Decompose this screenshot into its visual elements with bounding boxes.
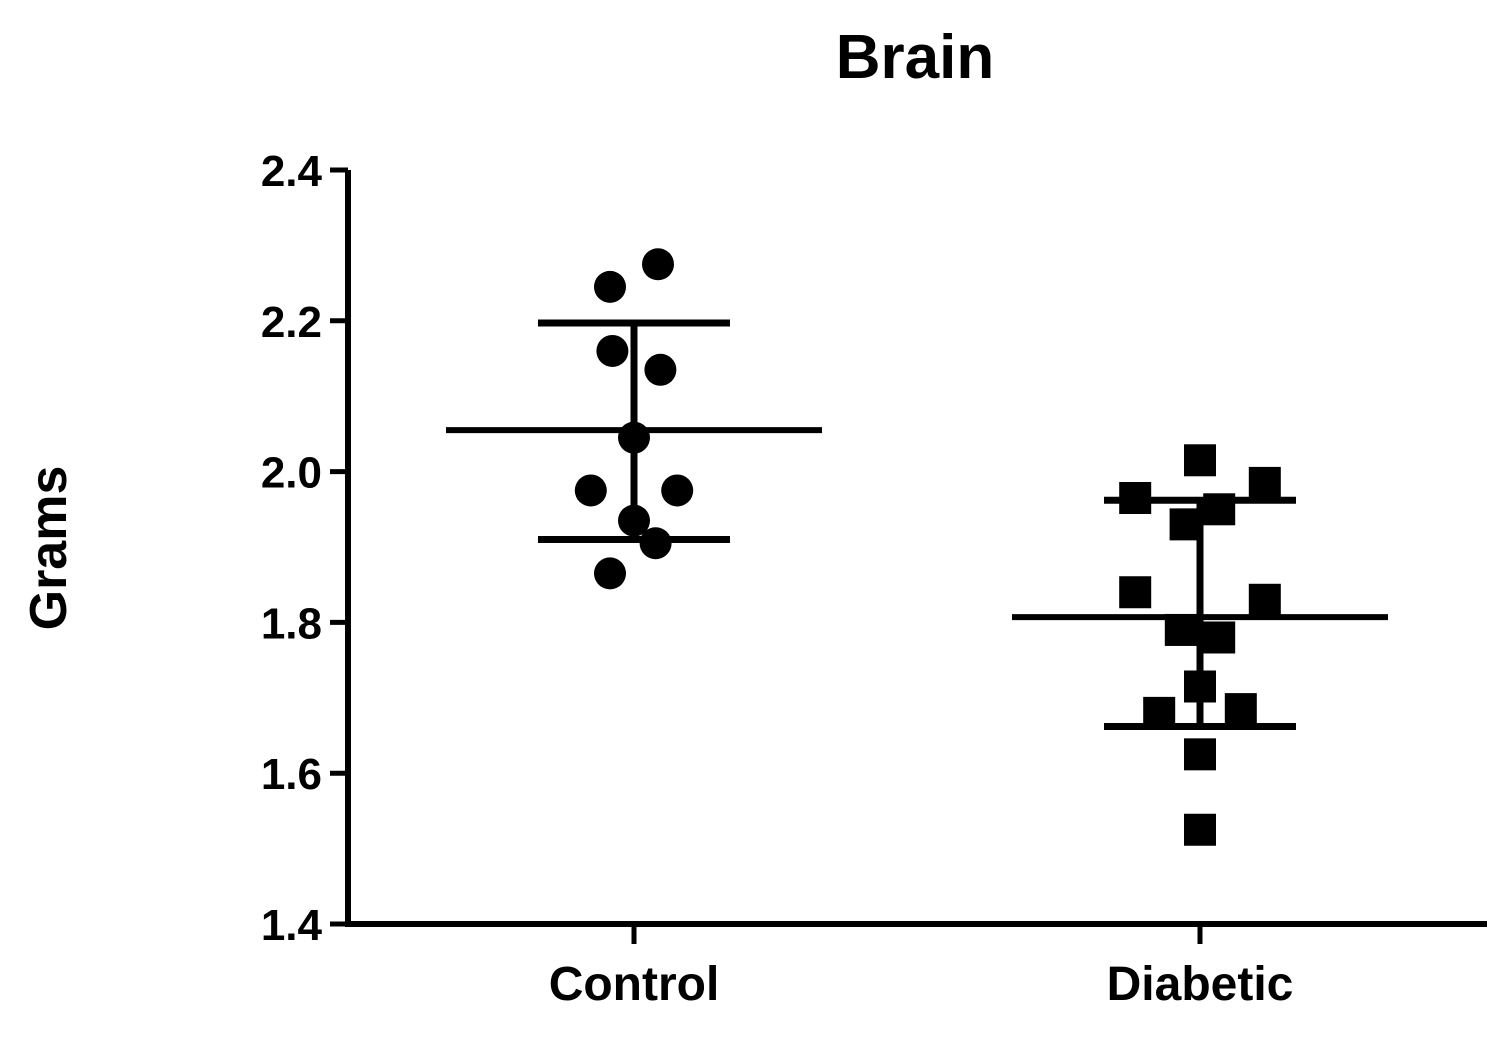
y-axis: 1.4 1.6 1.8 2.0 2.2 2.4 [261, 147, 351, 950]
point-diabetic [1184, 813, 1216, 846]
chart-title: Brain [836, 23, 994, 92]
x-tick-label-diabetic: Diabetic [1107, 958, 1294, 1011]
y-tick-label: 2.2 [261, 298, 322, 347]
x-tick-label-control: Control [549, 958, 720, 1011]
point-diabetic [1119, 576, 1152, 609]
point-diabetic [1224, 693, 1257, 726]
point-control [596, 334, 629, 367]
point-diabetic [1184, 670, 1216, 703]
point-diabetic [1184, 738, 1216, 771]
y-tick-label: 1.6 [261, 750, 322, 799]
point-diabetic [1164, 613, 1197, 646]
x-axis: Control Diabetic [345, 921, 1487, 1011]
point-control [594, 270, 626, 303]
point-control [661, 474, 694, 507]
point-diabetic [1119, 481, 1152, 514]
point-control [639, 527, 672, 560]
y-tick-label: 1.8 [261, 599, 322, 648]
point-diabetic [1169, 508, 1202, 541]
point-control [574, 474, 607, 507]
point-diabetic [1203, 493, 1236, 526]
point-diabetic [1203, 621, 1236, 654]
point-diabetic [1143, 696, 1176, 729]
point-diabetic [1248, 583, 1281, 616]
point-control [618, 504, 650, 537]
point-control [642, 248, 674, 281]
data-points [574, 248, 1281, 846]
point-control [594, 557, 626, 590]
point-diabetic [1184, 444, 1216, 477]
y-tick-label: 2.0 [261, 449, 322, 498]
point-diabetic [1248, 466, 1281, 499]
error-bars [446, 319, 1388, 730]
y-axis-label: Grams [20, 466, 78, 631]
y-tick-label: 1.4 [261, 901, 323, 950]
point-control [618, 421, 650, 454]
y-tick-label: 2.4 [261, 147, 323, 196]
point-control [644, 353, 677, 386]
